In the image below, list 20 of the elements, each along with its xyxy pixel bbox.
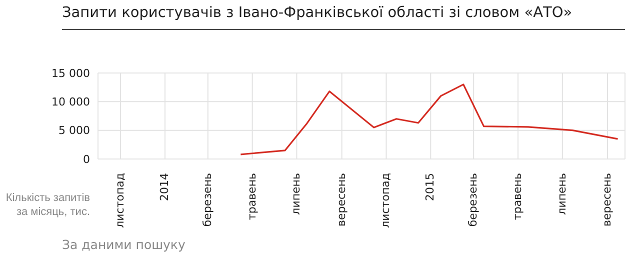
y-axis-title: Кількість запитів за місяць, тис. bbox=[4, 191, 90, 219]
x-tick-label: березень bbox=[466, 173, 480, 227]
y-tick-label: 15 000 bbox=[52, 66, 90, 80]
x-tick-label: травень bbox=[511, 173, 524, 220]
y-tick-label: 0 bbox=[83, 152, 90, 166]
x-tick-label: листопад bbox=[379, 172, 392, 228]
line-series bbox=[240, 84, 619, 156]
y-tick-label: 5 000 bbox=[58, 124, 90, 138]
x-tick-label: вересень bbox=[600, 173, 614, 226]
y-tick-label: 10 000 bbox=[52, 96, 90, 109]
chart-title: Запити користувачів з Івано-Франківської області зі словом «АТО» bbox=[62, 5, 625, 30]
x-tick-label: 2015 bbox=[424, 173, 437, 201]
x-tick-label: 2014 bbox=[158, 173, 171, 201]
x-tick-label: липень bbox=[290, 173, 303, 215]
x-tick-label: липень bbox=[555, 173, 568, 215]
x-tick-label: травень bbox=[245, 173, 258, 220]
x-tick-label: вересень bbox=[334, 173, 348, 226]
x-tick-label: березень bbox=[200, 173, 214, 227]
x-tick-label: листопад bbox=[114, 172, 127, 228]
text: За даними пошуку bbox=[62, 237, 186, 252]
